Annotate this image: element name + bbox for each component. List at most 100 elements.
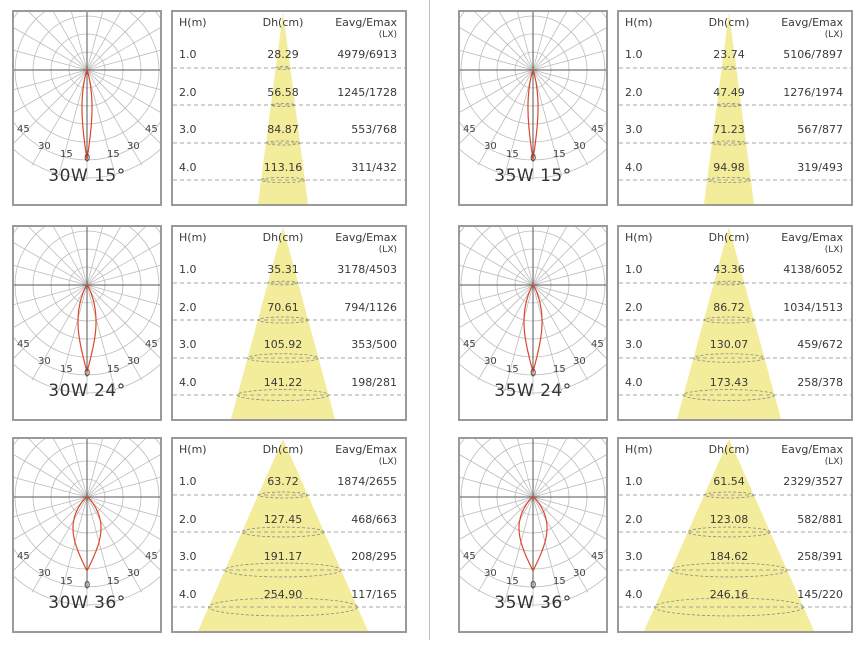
header-illuminance: Eavg/Emax bbox=[335, 231, 397, 244]
angle-label: 45 bbox=[17, 551, 30, 562]
row-diameter: 28.29 bbox=[267, 48, 299, 61]
row-diameter: 123.08 bbox=[709, 513, 749, 526]
header-illuminance: Eavg/Emax bbox=[335, 443, 397, 456]
angle-label: 30 bbox=[38, 356, 51, 367]
illuminance-table: H(m) Dh(cm) Eavg/Emax (LX) 1.0 61.54 2329/3527… bbox=[617, 437, 853, 633]
beam-footprint bbox=[716, 103, 742, 107]
angle-label: 15 bbox=[506, 576, 519, 587]
row-height: 1.0 bbox=[625, 475, 643, 488]
beam-cone bbox=[619, 12, 851, 204]
angle-label: 45 bbox=[145, 339, 158, 350]
light-distribution-curve bbox=[518, 496, 548, 573]
row-illuminance: 258/391 bbox=[797, 550, 843, 563]
angle-label: 30 bbox=[38, 568, 51, 579]
row-height: 2.0 bbox=[625, 86, 643, 99]
row-diameter: 141.22 bbox=[263, 376, 303, 389]
illuminance-table: H(m) Dh(cm) Eavg/Emax (LX) 1.0 43.36 4138/6052… bbox=[617, 225, 853, 421]
angle-label: 30 bbox=[573, 568, 586, 579]
angle-label: 30 bbox=[127, 568, 140, 579]
row-height: 1.0 bbox=[625, 48, 643, 61]
row-diameter: 61.54 bbox=[713, 475, 745, 488]
row-height: 1.0 bbox=[179, 475, 197, 488]
beam-footprint bbox=[713, 280, 745, 286]
row-height: 4.0 bbox=[625, 161, 643, 174]
beam-footprint bbox=[224, 562, 342, 578]
angle-label: 0 bbox=[530, 580, 537, 591]
beam-footprint bbox=[260, 176, 306, 184]
header-unit: (LX) bbox=[824, 30, 843, 40]
header-diameter: Dh(cm) bbox=[262, 16, 304, 29]
polar-diagram: 45 30 15 0 15 30 45 35W 24° bbox=[458, 225, 608, 421]
angle-label: 30 bbox=[484, 141, 497, 152]
beam-footprint bbox=[265, 140, 301, 146]
beam-footprint bbox=[237, 389, 329, 401]
header-diameter: Dh(cm) bbox=[708, 443, 750, 456]
angle-label: 45 bbox=[591, 124, 604, 135]
beam-cone bbox=[173, 227, 405, 419]
row-diameter: 70.61 bbox=[267, 301, 299, 314]
light-distribution-curve bbox=[81, 68, 93, 161]
angle-label: 15 bbox=[60, 149, 73, 160]
row-diameter: 63.72 bbox=[267, 475, 299, 488]
row-illuminance: 468/663 bbox=[351, 513, 397, 526]
row-illuminance: 1245/1728 bbox=[337, 86, 397, 99]
row-illuminance: 2329/3527 bbox=[783, 475, 843, 488]
row-illuminance: 311/432 bbox=[351, 161, 397, 174]
header-unit: (LX) bbox=[378, 30, 397, 40]
row-illuminance: 459/672 bbox=[797, 338, 843, 351]
light-distribution-curve bbox=[72, 496, 102, 573]
row-diameter: 43.36 bbox=[713, 263, 745, 276]
panel-title: 35W 24° bbox=[494, 381, 572, 401]
angle-label: 45 bbox=[591, 339, 604, 350]
row-diameter: 84.87 bbox=[267, 123, 299, 136]
header-unit: (LX) bbox=[378, 457, 397, 467]
beam-footprint bbox=[267, 280, 299, 286]
angle-label: 45 bbox=[17, 339, 30, 350]
beam-cone-fill bbox=[644, 439, 814, 631]
row-height: 3.0 bbox=[179, 123, 197, 136]
column-divider bbox=[429, 0, 430, 640]
row-illuminance: 1034/1513 bbox=[783, 301, 843, 314]
header-height: H(m) bbox=[625, 443, 653, 456]
row-illuminance: 319/493 bbox=[797, 161, 843, 174]
row-illuminance: 4979/6913 bbox=[337, 48, 397, 61]
row-illuminance: 5106/7897 bbox=[783, 48, 843, 61]
beam-footprint bbox=[687, 526, 771, 538]
row-illuminance: 208/295 bbox=[351, 550, 397, 563]
row-illuminance: 198/281 bbox=[351, 376, 397, 389]
row-height: 4.0 bbox=[625, 376, 643, 389]
angle-label: 45 bbox=[591, 551, 604, 562]
row-illuminance: 4138/6052 bbox=[783, 263, 843, 276]
polar-grid bbox=[14, 12, 160, 180]
row-illuminance: 353/500 bbox=[351, 338, 397, 351]
beam-footprint bbox=[670, 562, 788, 578]
polar-diagram: 45 30 15 0 15 30 45 30W 15° bbox=[12, 10, 162, 206]
row-illuminance: 553/768 bbox=[351, 123, 397, 136]
polar-diagram: 45 30 15 0 15 30 45 30W 36° bbox=[12, 437, 162, 633]
beam-footprint bbox=[711, 140, 747, 146]
angle-label: 30 bbox=[573, 141, 586, 152]
row-height: 4.0 bbox=[625, 588, 643, 601]
row-diameter: 105.92 bbox=[263, 338, 303, 351]
angle-label: 0 bbox=[530, 368, 537, 379]
header-unit: (LX) bbox=[824, 457, 843, 467]
row-height: 2.0 bbox=[625, 301, 643, 314]
row-height: 2.0 bbox=[625, 513, 643, 526]
beam-footprint bbox=[683, 389, 775, 401]
beam-footprint bbox=[247, 353, 319, 363]
angle-label: 15 bbox=[553, 364, 566, 375]
header-illuminance: Eavg/Emax bbox=[781, 443, 843, 456]
row-height: 4.0 bbox=[179, 161, 197, 174]
illuminance-table: H(m) Dh(cm) Eavg/Emax (LX) 1.0 63.72 1874/2655… bbox=[171, 437, 407, 633]
row-diameter: 127.45 bbox=[263, 513, 303, 526]
row-height: 4.0 bbox=[179, 376, 197, 389]
header-height: H(m) bbox=[179, 16, 207, 29]
beam-footprint bbox=[703, 316, 755, 324]
row-diameter: 47.49 bbox=[713, 86, 745, 99]
header-diameter: Dh(cm) bbox=[708, 231, 750, 244]
light-distribution-curve bbox=[523, 283, 543, 375]
angle-label: 30 bbox=[127, 141, 140, 152]
header-diameter: Dh(cm) bbox=[262, 443, 304, 456]
row-diameter: 254.90 bbox=[263, 588, 303, 601]
row-diameter: 71.23 bbox=[713, 123, 745, 136]
